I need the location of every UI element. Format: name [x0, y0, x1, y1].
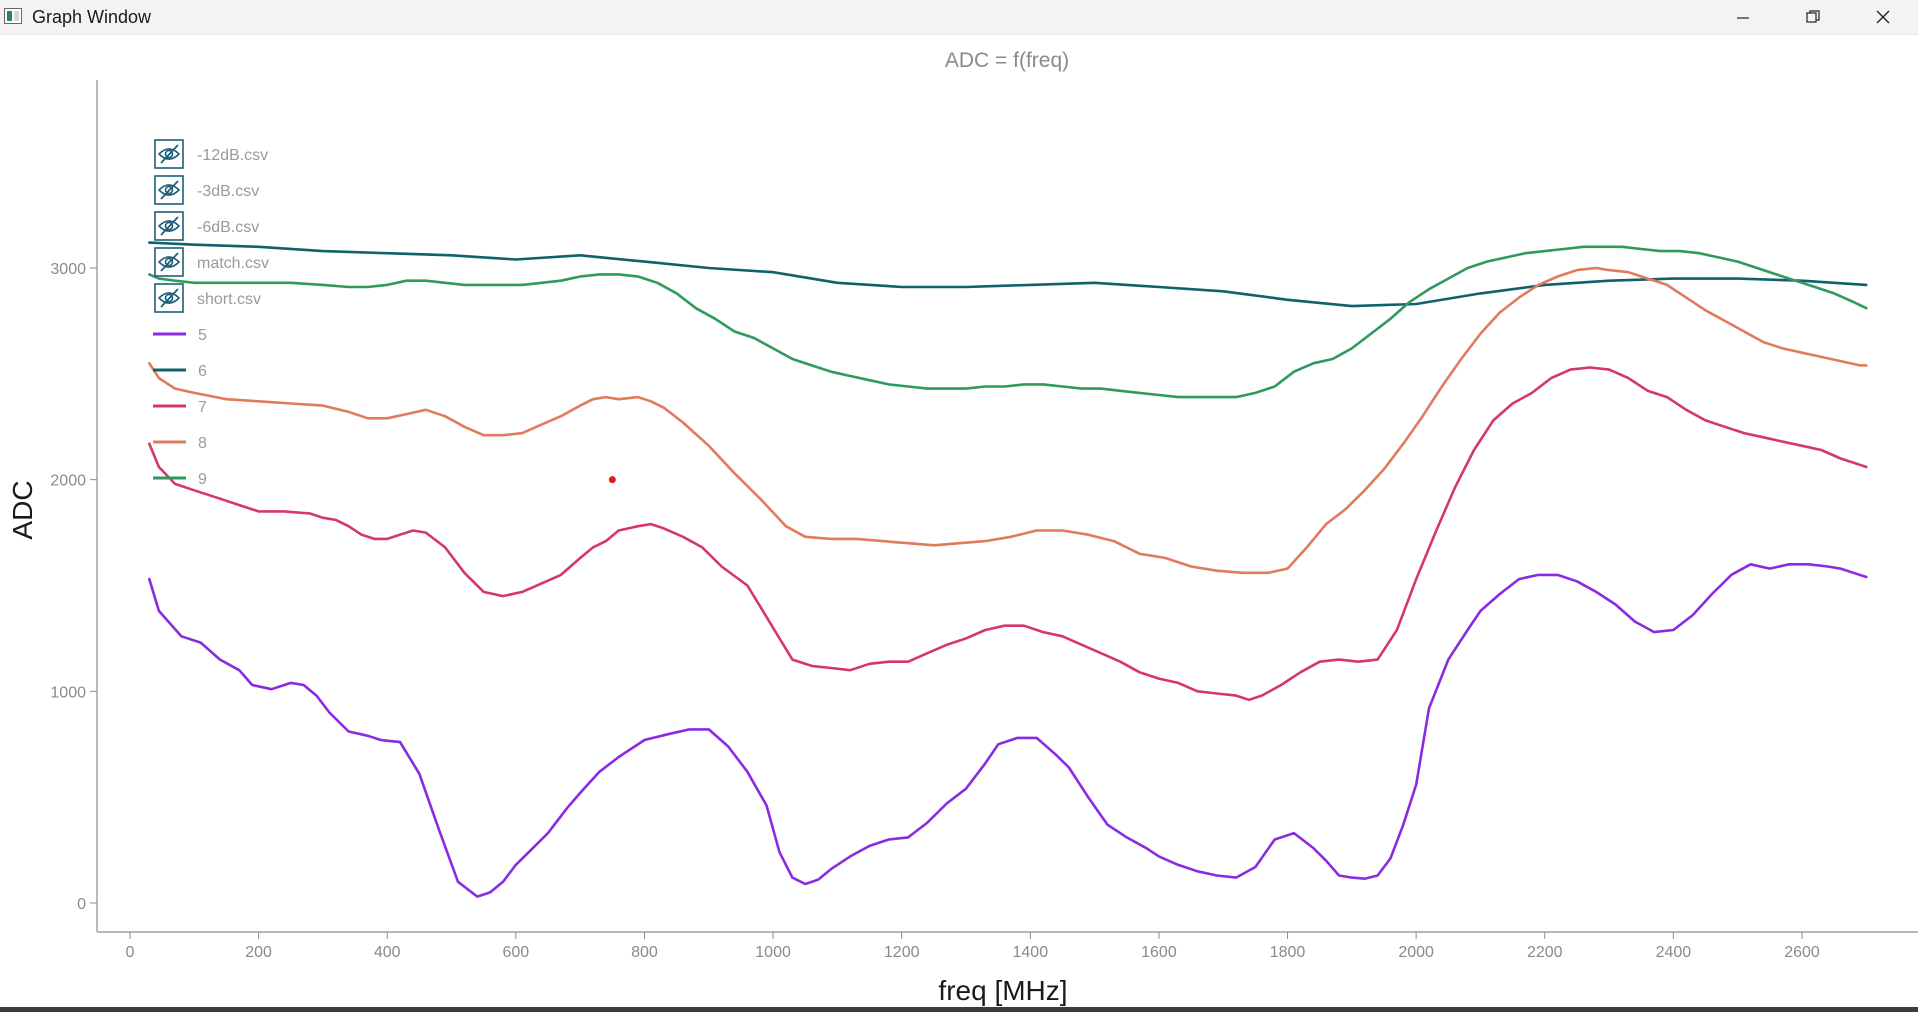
x-tick-label: 400	[374, 944, 401, 961]
taskbar-edge	[0, 1007, 1918, 1012]
restore-icon	[1806, 10, 1820, 23]
legend-series-5[interactable]: 5	[153, 327, 207, 344]
x-tick-label: 0	[126, 944, 135, 961]
x-tick-label: 200	[245, 944, 272, 961]
legend-file-4[interactable]: match.csv	[154, 247, 269, 277]
x-tick-label: 2400	[1656, 944, 1692, 961]
y-tick-label: 0	[77, 896, 86, 913]
series-layer	[148, 241, 1868, 898]
restore-button[interactable]	[1780, 0, 1846, 34]
x-tick-label: 600	[502, 944, 529, 961]
y-tick-label: 1000	[50, 684, 86, 701]
hidden-eye-icon	[154, 175, 184, 205]
legend-file-1[interactable]: -12dB.csv	[154, 139, 268, 169]
x-tick-label: 1000	[755, 944, 791, 961]
app-icon	[4, 8, 22, 24]
chart-title: ADC = f(freq)	[945, 49, 1069, 72]
legend-series-label: 5	[198, 327, 207, 344]
data-marker	[608, 476, 616, 484]
legend-series-label: 8	[198, 435, 207, 452]
legend-file-label: match.csv	[197, 255, 269, 272]
hidden-eye-icon	[154, 283, 184, 313]
minimize-button[interactable]	[1710, 0, 1776, 34]
legend-file-2[interactable]: -3dB.csv	[154, 175, 259, 205]
x-tick-label: 800	[631, 944, 658, 961]
close-icon	[1876, 10, 1890, 24]
hidden-eye-icon	[154, 247, 184, 277]
plot-area[interactable]: ADC = f(freq) 0 200 400 600 800 1000 1200 1400 16…	[0, 34, 1918, 1006]
x-axis-title: freq [MHz]	[938, 975, 1067, 1006]
legend-file-5[interactable]: short.csv	[154, 283, 261, 313]
x-tick-label: 2200	[1527, 944, 1563, 961]
legend-file-label: -6dB.csv	[197, 219, 259, 236]
legend-series-9[interactable]: 9	[153, 471, 207, 488]
close-button[interactable]	[1850, 0, 1916, 34]
axes: ADC = f(freq) 0 200 400 600 800 1000 1200 1400 16…	[7, 49, 1918, 1006]
legend-series-label: 7	[198, 399, 207, 416]
x-tick-label: 2600	[1784, 944, 1820, 961]
legend-file-3[interactable]: -6dB.csv	[154, 211, 259, 241]
x-tick-label: 1200	[884, 944, 920, 961]
series-line-5	[148, 562, 1868, 898]
annotations	[608, 476, 616, 484]
window-titlebar[interactable]: Graph Window	[0, 0, 1918, 35]
series-line-7	[148, 366, 1868, 702]
y-axis-title: ADC	[7, 480, 38, 539]
y-tick-label: 3000	[50, 261, 86, 278]
legend-series-label: 9	[198, 471, 207, 488]
legend-series-7[interactable]: 7	[153, 399, 207, 416]
legend-series-6[interactable]: 6	[153, 363, 207, 380]
x-tick-label: 1800	[1270, 944, 1306, 961]
legend-file-label: short.csv	[197, 291, 261, 308]
x-tick-label: 1400	[1013, 944, 1049, 961]
series-line-8	[148, 266, 1868, 575]
legend-file-label: -3dB.csv	[197, 183, 259, 200]
legend[interactable]: -12dB.csv -3dB.csv -6dB.csv match.csv short.…	[153, 139, 269, 488]
hidden-eye-icon	[154, 211, 184, 241]
minimize-icon	[1737, 17, 1749, 19]
series-line-9	[148, 245, 1868, 399]
hidden-eye-icon	[154, 139, 184, 169]
series-line-6	[148, 241, 1868, 308]
x-tick-label: 2000	[1398, 944, 1434, 961]
legend-file-label: -12dB.csv	[197, 147, 268, 164]
x-tick-label: 1600	[1141, 944, 1177, 961]
legend-series-8[interactable]: 8	[153, 435, 207, 452]
y-tick-label: 2000	[50, 473, 86, 490]
legend-series-label: 6	[198, 363, 207, 380]
window-title: Graph Window	[32, 7, 152, 27]
